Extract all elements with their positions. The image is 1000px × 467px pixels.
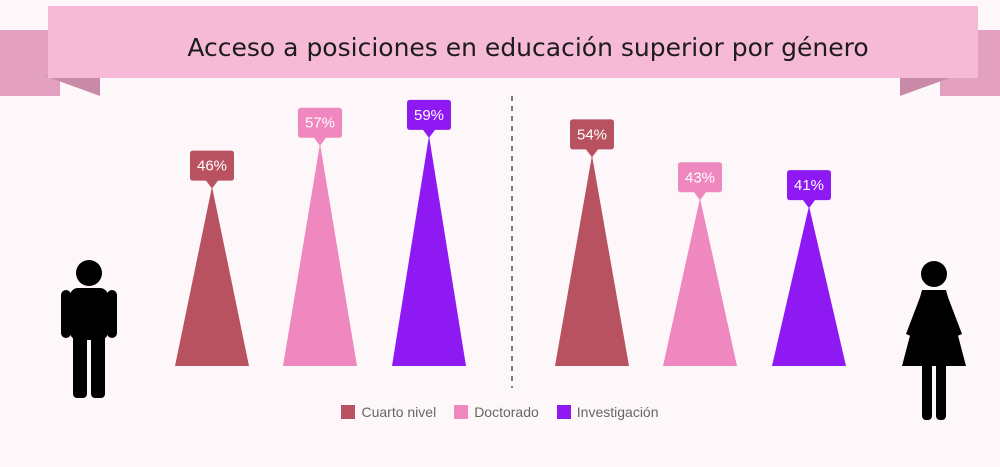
legend-item-investigacion: Investigación — [556, 404, 659, 420]
data-label-bubble-male-cuarto-nivel — [190, 150, 234, 189]
chart-legend: Cuarto nivel Doctorado Investigación — [0, 404, 1000, 420]
legend-label: Investigación — [576, 404, 659, 420]
legend-label: Doctorado — [474, 404, 539, 420]
data-label-female-cuarto-nivel: 54% — [577, 126, 607, 143]
banner-main — [48, 6, 978, 78]
banner-right-fold — [900, 76, 955, 96]
legend-item-cuarto-nivel: Cuarto nivel — [341, 404, 436, 420]
triangle-bar-female-cuarto-nivel — [555, 155, 629, 366]
data-label-male-cuarto-nivel: 46% — [197, 158, 227, 175]
banner-left-fold — [45, 76, 100, 96]
data-label-female-investigacion: 41% — [794, 177, 824, 194]
legend-label: Cuarto nivel — [361, 404, 437, 420]
female-person-icon — [902, 261, 966, 420]
triangle-bar-male-doctorado — [283, 143, 357, 366]
banner-left-tail — [0, 30, 60, 96]
data-label-bubble-male-investigacion — [407, 99, 451, 138]
data-label-female-doctorado: 43% — [685, 169, 715, 186]
triangle-bar-male-cuarto-nivel — [175, 186, 249, 366]
legend-swatch — [556, 405, 571, 419]
triangle-bar-female-investigacion — [772, 206, 846, 366]
data-label-male-investigacion: 59% — [414, 107, 444, 124]
data-label-bubble-female-cuarto-nivel — [570, 119, 614, 158]
data-label-male-doctorado: 57% — [305, 115, 335, 132]
legend-swatch — [454, 405, 469, 419]
data-label-bubble-female-investigacion — [787, 170, 831, 209]
male-person-icon — [61, 260, 117, 398]
triangle-bar-female-doctorado — [663, 198, 737, 366]
data-label-bubble-male-doctorado — [298, 107, 342, 146]
title-banner: Acceso a posiciones en educación superio… — [0, 6, 1000, 96]
legend-swatch — [341, 405, 356, 419]
legend-item-doctorado: Doctorado — [454, 404, 539, 420]
triangle-bar-male-investigacion — [392, 135, 466, 366]
data-label-bubble-female-doctorado — [678, 162, 722, 201]
chart-title: Acceso a posiciones en educación superio… — [187, 33, 868, 62]
chart-marks: 46% 57% 59% 54% 43% 41% — [175, 99, 846, 366]
